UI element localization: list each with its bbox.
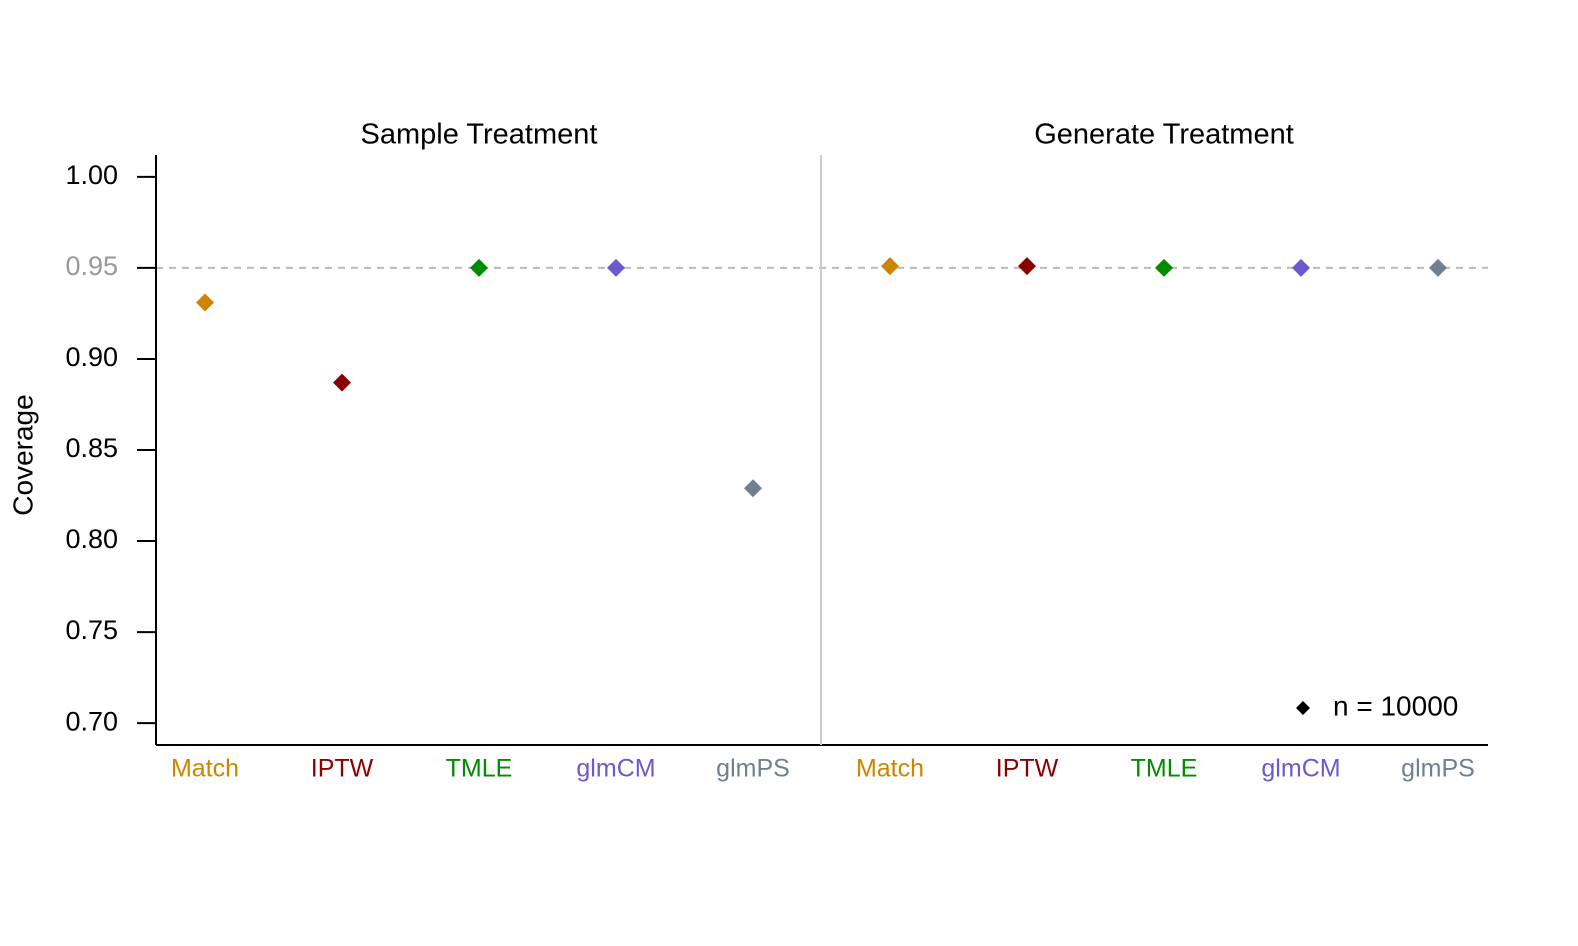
x-tick-label: Match [856,755,924,783]
y-tick-label: 0.90 [65,342,118,372]
x-tick-label: TMLE [1131,755,1198,783]
y-axis-label: Coverage [7,394,38,515]
point [1155,258,1173,277]
x-tick-label: IPTW [996,755,1059,783]
point [470,258,488,277]
y-tick-label: 0.80 [65,524,118,554]
x-tick-label: glmCM [1261,755,1340,783]
x-tick-label: IPTW [311,755,374,783]
point [744,479,762,498]
point [333,373,351,392]
x-tick-label: glmCM [576,755,655,783]
x-tick-label: glmPS [716,755,790,783]
y-tick-label: 0.70 [65,706,118,736]
point [1292,258,1310,277]
y-tick-label: 0.95 [65,251,118,281]
point [196,293,214,312]
point [1018,257,1036,276]
x-tick-label: TMLE [446,755,513,783]
y-tick-label: 0.75 [65,615,118,645]
point [607,258,625,277]
point [1429,258,1447,277]
legend-marker [1296,701,1310,715]
x-tick-label: Match [171,755,239,783]
x-tick-label: glmPS [1401,755,1475,783]
legend-label: n = 10000 [1333,690,1458,721]
panel-title: Generate Treatment [1034,119,1294,151]
y-tick-label: 1.00 [65,160,118,190]
panel-title: Sample Treatment [361,119,598,151]
point [881,257,899,276]
y-tick-label: 0.85 [65,433,118,463]
